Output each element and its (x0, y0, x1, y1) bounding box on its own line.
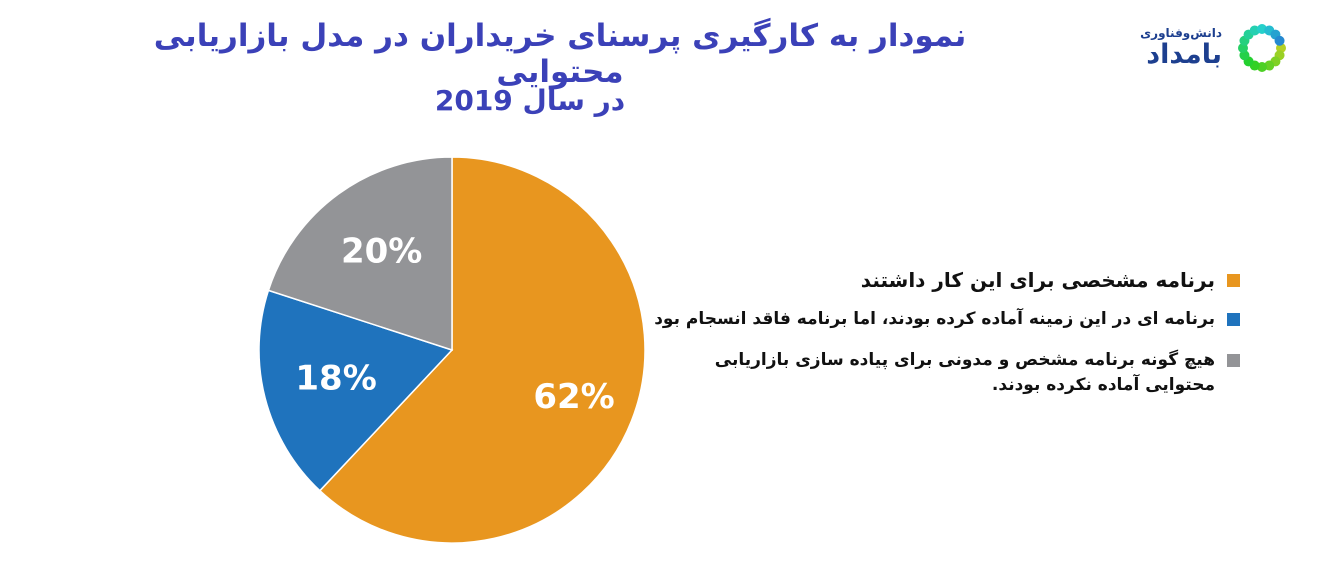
pie-slice-no-plan (267, 156, 453, 352)
legend-swatch-incoherent (1227, 313, 1240, 326)
logo-line2: بامداد (1146, 39, 1222, 70)
legend-swatch-no-plan (1227, 354, 1240, 367)
legend-label-planned: برنامه مشخصی برای این کار داشتند (860, 268, 1215, 292)
pie-slice-planned (318, 156, 646, 544)
pie-label-no-plan: 20% (341, 232, 422, 272)
logo-line1: دانش‌وفناوری (1140, 26, 1222, 40)
legend-label-no-plan: هیچ گونه برنامه مشخص و مدونی برای پیاده … (714, 350, 1215, 395)
pie-chart: 62% 18% 20% (258, 156, 646, 544)
legend-item-planned: برنامه مشخصی برای این کار داشتند (640, 268, 1240, 293)
chart-subtitle: در سال 2019 (434, 84, 626, 117)
legend-swatch-planned (1227, 274, 1240, 287)
pie-slice-incoherent (258, 289, 454, 492)
logo-sun-icon (1238, 24, 1286, 72)
legend-item-incoherent: برنامه ای در این زمینه آماده کرده بودند،… (640, 307, 1240, 332)
chart-legend: برنامه مشخصی برای این کار داشتند برنامه … (640, 268, 1240, 414)
brand-logo: دانش‌وفناوری بامداد (1140, 18, 1292, 78)
chart-title: نمودار به کارگیری پرسنای خریداران در مدل… (153, 18, 967, 90)
legend-item-no-plan: هیچ گونه برنامه مشخص و مدونی برای پیاده … (640, 348, 1240, 398)
pie-label-incoherent: 18% (295, 358, 376, 398)
legend-label-incoherent: برنامه ای در این زمینه آماده کرده بودند،… (654, 309, 1215, 329)
logo-text: دانش‌وفناوری بامداد (1140, 26, 1222, 70)
pie-label-planned: 62% (533, 377, 614, 417)
